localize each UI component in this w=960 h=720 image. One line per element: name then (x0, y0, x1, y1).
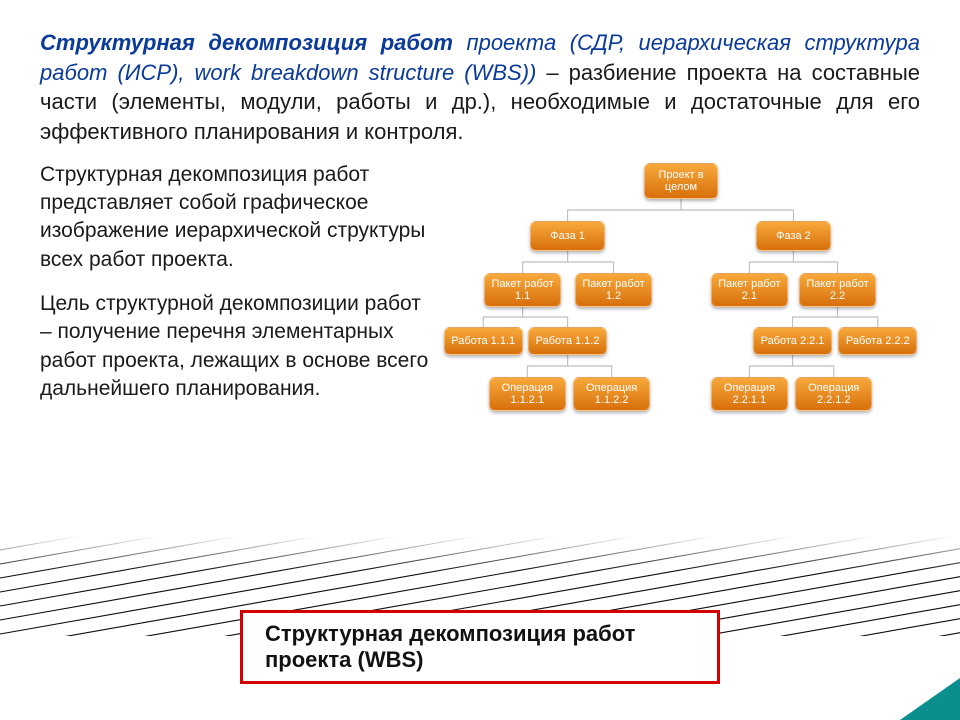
left-text-column: Структурная декомпозиция работ представл… (40, 161, 430, 420)
corner-accent (900, 678, 960, 720)
tree-node: Пакет работ 1.2 (575, 273, 652, 307)
tree-node: Работа 1.1.1 (444, 327, 523, 355)
tree-node: Работа 2.2.1 (753, 327, 832, 355)
tree-node: Пакет работ 2.1 (711, 273, 788, 307)
tree-node: Фаза 2 (756, 221, 831, 251)
tree-node: Пакет работ 1.1 (484, 273, 561, 307)
caption-text: Структурная декомпозиция работ проекта (… (265, 621, 635, 672)
left-para-2: Цель структурной декомпозиции работ – по… (40, 290, 430, 403)
tree-node: Работа 1.1.2 (528, 327, 607, 355)
intro-paragraph: Структурная декомпозиция работ проекта (… (40, 28, 920, 147)
wbs-tree-diagram: Проект в целом Фаза 1 Фаза 2 Пакет работ 1.… (442, 161, 920, 471)
tree-node: Работа 2.2.2 (838, 327, 917, 355)
tree-node: Операция 1.1.2.1 (489, 377, 566, 411)
caption-box: Структурная декомпозиция работ проекта (… (240, 610, 720, 684)
tree-node: Операция 2.2.1.2 (795, 377, 872, 411)
left-para-1: Структурная декомпозиция работ представл… (40, 161, 430, 274)
intro-lead-bold: Структурная декомпозиция работ (40, 30, 453, 55)
tree-node: Операция 2.2.1.1 (711, 377, 788, 411)
tree-node: Фаза 1 (530, 221, 605, 251)
tree-node: Проект в целом (644, 163, 719, 199)
tree-node: Операция 1.1.2.2 (573, 377, 650, 411)
tree-node: Пакет работ 2.2 (799, 273, 876, 307)
